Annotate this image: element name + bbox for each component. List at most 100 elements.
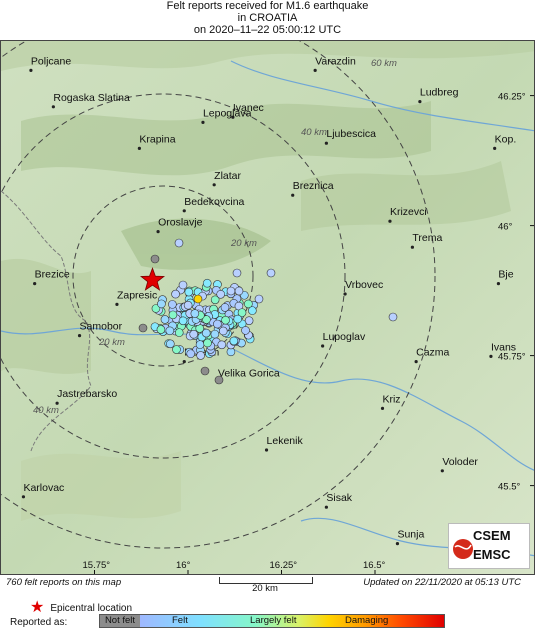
title-line-2: in CROATIA bbox=[237, 12, 298, 24]
felt-report-marker bbox=[229, 336, 239, 346]
felt-gradient: Felt Largely felt Damaging bbox=[140, 615, 444, 627]
city-label: Sisak bbox=[326, 492, 352, 504]
city-samobor: Samobor bbox=[77, 321, 123, 338]
not-felt-marker bbox=[138, 323, 148, 333]
ring-20km bbox=[72, 185, 254, 367]
city-label: Velika Gorica bbox=[218, 367, 280, 379]
felt-report-marker bbox=[221, 315, 230, 325]
city-bedekovcina: Bedekovcina bbox=[182, 196, 245, 213]
felt-report-marker bbox=[190, 309, 200, 318]
city-label: Karlovac bbox=[23, 482, 64, 494]
felt-report-marker bbox=[157, 299, 166, 309]
ring-label: 40 km bbox=[33, 405, 59, 416]
felt-report-marker bbox=[266, 268, 276, 278]
lat-tick-label: 45.75° bbox=[498, 352, 526, 363]
city-dot bbox=[414, 360, 418, 364]
felt-report-marker bbox=[178, 280, 188, 290]
city-jastrebarsko: Jastrebarsko bbox=[55, 388, 117, 405]
not-felt-marker bbox=[150, 254, 160, 264]
lat-tick-label: 45.5° bbox=[498, 482, 520, 493]
csem-emsc-logo: CSEM EMSC bbox=[448, 523, 530, 569]
city-label: Vrbovec bbox=[345, 279, 383, 291]
felt-report-marker bbox=[202, 278, 212, 288]
felt-report-marker bbox=[237, 308, 247, 317]
logo-line-2: EMSC bbox=[473, 547, 511, 562]
city-sunja: Sunja bbox=[395, 529, 424, 546]
city-label: Sunja bbox=[397, 529, 424, 541]
felt-report-marker bbox=[234, 286, 244, 296]
felt-report-marker bbox=[174, 238, 184, 248]
city-lekenik: Lekenik bbox=[264, 435, 304, 452]
city-label: Cazma bbox=[416, 347, 449, 359]
city-ivans: Ivans bbox=[489, 341, 516, 358]
city-label: Lekenik bbox=[267, 435, 304, 447]
city-dot bbox=[380, 406, 385, 410]
city-label: Breznica bbox=[293, 180, 334, 192]
lon-tick-label: 15.75° bbox=[83, 560, 111, 571]
felt-report-marker bbox=[174, 328, 184, 337]
reports-count: 760 felt reports on this map bbox=[6, 577, 122, 588]
city-dot bbox=[343, 292, 347, 296]
strong-felt-marker bbox=[193, 294, 203, 304]
city-ljubescica: Ljubescica bbox=[324, 128, 376, 145]
city-zlatar: Zlatar bbox=[212, 170, 242, 187]
epicenter-star bbox=[139, 267, 166, 291]
city-vrbovec: Vrbovec bbox=[343, 279, 383, 296]
city-label: Varazdin bbox=[315, 55, 356, 67]
city-krapina: Krapina bbox=[137, 133, 176, 150]
ring-40km bbox=[1, 93, 346, 459]
ring-label: 20 km bbox=[98, 337, 125, 348]
damaging-label: Damaging bbox=[345, 615, 389, 626]
city-karlovac: Karlovac bbox=[21, 482, 64, 499]
felt-report-marker bbox=[244, 299, 253, 309]
city-ludbreg: Ludbreg bbox=[418, 87, 459, 104]
felt-report-marker bbox=[210, 329, 220, 339]
logo-line-1: CSEM bbox=[473, 528, 511, 543]
city-kriz: Kriz bbox=[380, 393, 401, 410]
city-brezice: Brezice bbox=[33, 269, 70, 286]
epicenter-legend: ★ Epicentral location bbox=[30, 596, 132, 616]
felt-report-marker bbox=[195, 340, 205, 349]
felt-report-marker bbox=[151, 304, 161, 313]
felt-report-marker bbox=[196, 351, 205, 360]
felt-reports-map[interactable]: 20 km 20 km 40 km 40 km 60 km Poljcane Varazd… bbox=[0, 40, 535, 575]
city-label: Zlatar bbox=[214, 170, 241, 182]
city-dot bbox=[182, 360, 186, 364]
felt-label: Felt bbox=[172, 615, 188, 626]
relief-shading bbox=[1, 41, 534, 521]
city-dot bbox=[115, 302, 119, 306]
city-label: Voloder bbox=[442, 456, 478, 468]
city-label: Bedekovcina bbox=[184, 196, 244, 208]
city-rogaska-slatina: Rogaska Slatina bbox=[51, 92, 130, 109]
city-dot bbox=[410, 245, 414, 249]
felt-report-marker bbox=[178, 316, 188, 326]
felt-report-marker bbox=[166, 339, 175, 349]
city-bje: Bje bbox=[496, 269, 514, 286]
felt-report-marker bbox=[233, 314, 243, 324]
city-poljcane: Poljcane bbox=[29, 55, 71, 72]
city-dot bbox=[29, 68, 33, 72]
felt-report-marker bbox=[202, 315, 211, 324]
felt-report-marker bbox=[186, 349, 196, 359]
intensity-color-bar: Not felt Felt Largely felt Damaging bbox=[99, 614, 445, 628]
felt-report-marker bbox=[216, 290, 226, 299]
lon-tick-label: 16.25° bbox=[270, 560, 298, 571]
lon-tick-label: 16.5° bbox=[363, 560, 385, 571]
city-dot bbox=[33, 282, 37, 286]
city-dot bbox=[231, 115, 235, 119]
scale-label: 20 km bbox=[252, 583, 278, 594]
city-label: Kop. bbox=[495, 133, 517, 145]
felt-report-markers bbox=[138, 238, 398, 385]
city-label: Ljubescica bbox=[326, 128, 376, 140]
felt-report-marker bbox=[172, 345, 181, 354]
city-dot bbox=[201, 120, 205, 124]
not-felt-segment: Not felt bbox=[100, 615, 140, 627]
city-dot bbox=[440, 469, 444, 473]
felt-report-marker bbox=[156, 325, 166, 334]
city-dot bbox=[51, 105, 55, 109]
city-dot bbox=[55, 401, 59, 405]
city-label: Oroslavje bbox=[158, 217, 203, 229]
city-label: Ivans bbox=[491, 341, 516, 353]
felt-report-marker bbox=[184, 287, 194, 297]
city-dot bbox=[496, 282, 501, 286]
